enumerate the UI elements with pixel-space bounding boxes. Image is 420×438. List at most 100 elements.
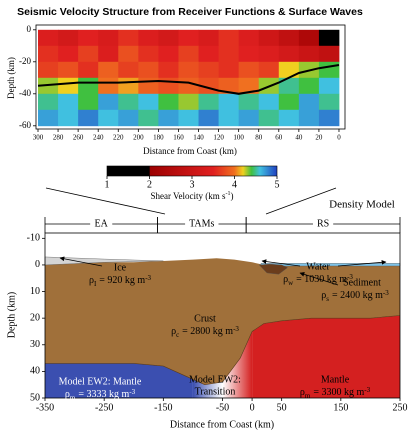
heatmap-cell (198, 93, 219, 111)
density-superscript: -3 (347, 273, 353, 281)
density-subscript: m (305, 392, 311, 400)
x-tick-label: 280 (53, 134, 64, 142)
heatmap-cell (118, 109, 139, 127)
heatmap-cell (218, 61, 240, 79)
heatmap-cell (258, 93, 280, 111)
heatmap-cell (118, 61, 139, 79)
x-tick-label: -350 (36, 402, 54, 413)
y-tick-label: 30 (30, 339, 40, 350)
density-value: = 920 kg m (99, 275, 145, 286)
y-tick-label: -20 (19, 56, 31, 66)
heatmap-cell (38, 61, 59, 79)
heatmap-cell (78, 109, 99, 127)
annotation: Ice (114, 262, 127, 273)
zoom-line (45, 187, 166, 215)
heatmap-cell (258, 29, 280, 47)
density-value: = 2400 kg m (332, 290, 383, 301)
heatmap-cell (158, 93, 179, 111)
density-label: ρm = 3300 kg m-3 (300, 386, 371, 400)
heatmap-cell (78, 61, 99, 79)
heatmap-cell (78, 29, 99, 47)
colorbar-label: Shear Velocity (km s-1) (150, 191, 233, 201)
heatmap-cell (178, 109, 199, 127)
heatmap-cell (278, 45, 300, 63)
x-tick-label: -150 (154, 402, 172, 413)
density-label: ρw = 1030 kg m-3 (283, 273, 353, 287)
heatmap-cell (38, 93, 59, 111)
heatmap-cell (258, 61, 280, 79)
heatmap-cell (118, 45, 139, 63)
heatmap-cell (178, 29, 199, 47)
heatmap-cell (278, 61, 300, 79)
heatmap-cell (198, 29, 219, 47)
y-tick-label: 0 (27, 24, 32, 34)
colorbar-tick-label: 1 (105, 179, 110, 190)
x-tick-label: 80 (255, 134, 263, 142)
density-label: ρm = 3333 kg m-3 (65, 388, 136, 402)
heatmap-cell (38, 109, 59, 127)
province-label: EA (95, 218, 109, 229)
heatmap-cell (98, 29, 119, 47)
density-superscript: -3 (383, 289, 389, 297)
heatmap-cell (198, 109, 219, 127)
heatmap-cell (238, 93, 260, 111)
density-symbol: ρ (283, 274, 288, 285)
density-superscript: -3 (364, 386, 370, 394)
y-tick-label: 40 (30, 366, 40, 377)
arrow (261, 259, 301, 267)
y-tick-label: 50 (30, 392, 40, 403)
x-tick-label: 0 (337, 134, 341, 142)
x-tick-label: 20 (315, 134, 323, 142)
arrow (337, 259, 387, 267)
x-tick-label: 60 (275, 134, 283, 142)
density-value: = 1030 kg m (296, 274, 347, 285)
top-x-label: Distance from Coast (km) (143, 146, 237, 156)
heatmap-cell (118, 93, 139, 111)
density-symbol: ρ (89, 275, 94, 286)
heatmap-cell (318, 109, 340, 127)
crust (45, 258, 400, 385)
heatmap-cell (278, 29, 300, 47)
x-tick-label: 50 (277, 402, 287, 413)
x-tick-label: 160 (173, 134, 184, 142)
colorbar-label-text: Shear Velocity (km s (150, 191, 226, 201)
colorbar-tick-label: 5 (275, 179, 280, 190)
x-tick-label: 240 (93, 134, 104, 142)
x-tick-label: 250 (393, 402, 408, 413)
y-tick-label: 10 (30, 286, 40, 297)
y-tick-label: -40 (19, 88, 31, 98)
colorbar-tick-label: 4 (232, 179, 237, 190)
x-tick-label: 220 (113, 134, 124, 142)
heatmap-cell (318, 77, 340, 95)
density-symbol: ρ (65, 389, 70, 400)
heatmap-cell (78, 93, 99, 111)
heatmap-cell (238, 45, 260, 63)
annotation: Mantle (321, 374, 350, 385)
mantle-block (252, 315, 400, 398)
moho-line (37, 64, 340, 95)
y-tick-label: 20 (30, 312, 40, 323)
y-tick-label: 0 (35, 259, 40, 270)
heatmap-cell (38, 45, 59, 63)
heatmap-cell (178, 45, 199, 63)
bottom-x-label: Distance from Coast (km) (170, 419, 274, 430)
colorbar-tick-label: 2 (147, 179, 152, 190)
heatmap-cell (158, 61, 179, 79)
heatmap-cell (258, 45, 280, 63)
heatmap-cell (178, 93, 199, 111)
heatmap-cell (98, 77, 119, 95)
heatmap-cell (58, 77, 79, 95)
province-label: RS (317, 218, 329, 229)
heatmap-cell (278, 77, 300, 95)
heatmap-cell (98, 61, 119, 79)
heatmap-cell (198, 45, 219, 63)
colorbar-label-sup: -1 (226, 191, 231, 197)
heatmap-cell (118, 29, 139, 47)
x-tick-label: 40 (295, 134, 303, 142)
heatmap-cell (138, 29, 159, 47)
province-label: TAMs (189, 218, 214, 229)
heatmap-cell (218, 77, 240, 95)
heatmap-cell (58, 93, 79, 111)
density-subscript: c (176, 331, 179, 339)
heatmap-cell (38, 29, 59, 47)
